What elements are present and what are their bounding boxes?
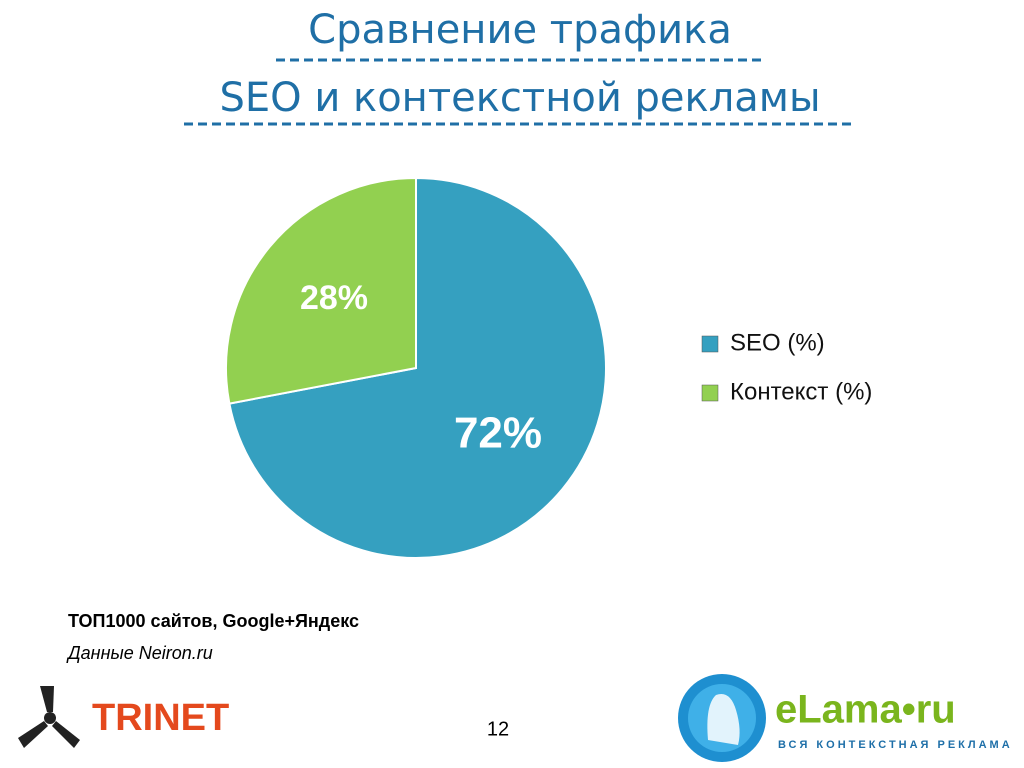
- elama-icon: [678, 674, 766, 762]
- legend-label: SEO (%): [730, 329, 825, 356]
- trinet-icon: [18, 686, 80, 748]
- logo-left: TRINET: [92, 697, 229, 739]
- legend-swatch: [701, 335, 719, 353]
- pie-slice: [228, 176, 607, 559]
- data-label: 28%: [300, 279, 368, 317]
- legend-swatch: [701, 384, 719, 402]
- legend-label: Контекст (%): [730, 378, 872, 405]
- logo-right: eLama•ru: [775, 688, 956, 732]
- chart-title: Сравнение трафика: [308, 7, 732, 53]
- legend: SEO (%) Контекст (%): [701, 329, 872, 405]
- data-label: 72%: [454, 408, 542, 457]
- logo-tagline: ВСЯ КОНТЕКСТНАЯ РЕКЛАМА: [778, 739, 1013, 751]
- note: Данные Neiron.ru: [66, 643, 213, 663]
- chart-subtitle: SEO и контекстной рекламы: [219, 75, 820, 121]
- page-number: 12: [487, 718, 509, 740]
- pie: 72% 28%: [225, 176, 607, 559]
- note: ТОП1000 сайтов, Google+Яндекс: [68, 611, 359, 631]
- pie-slice: [225, 176, 417, 405]
